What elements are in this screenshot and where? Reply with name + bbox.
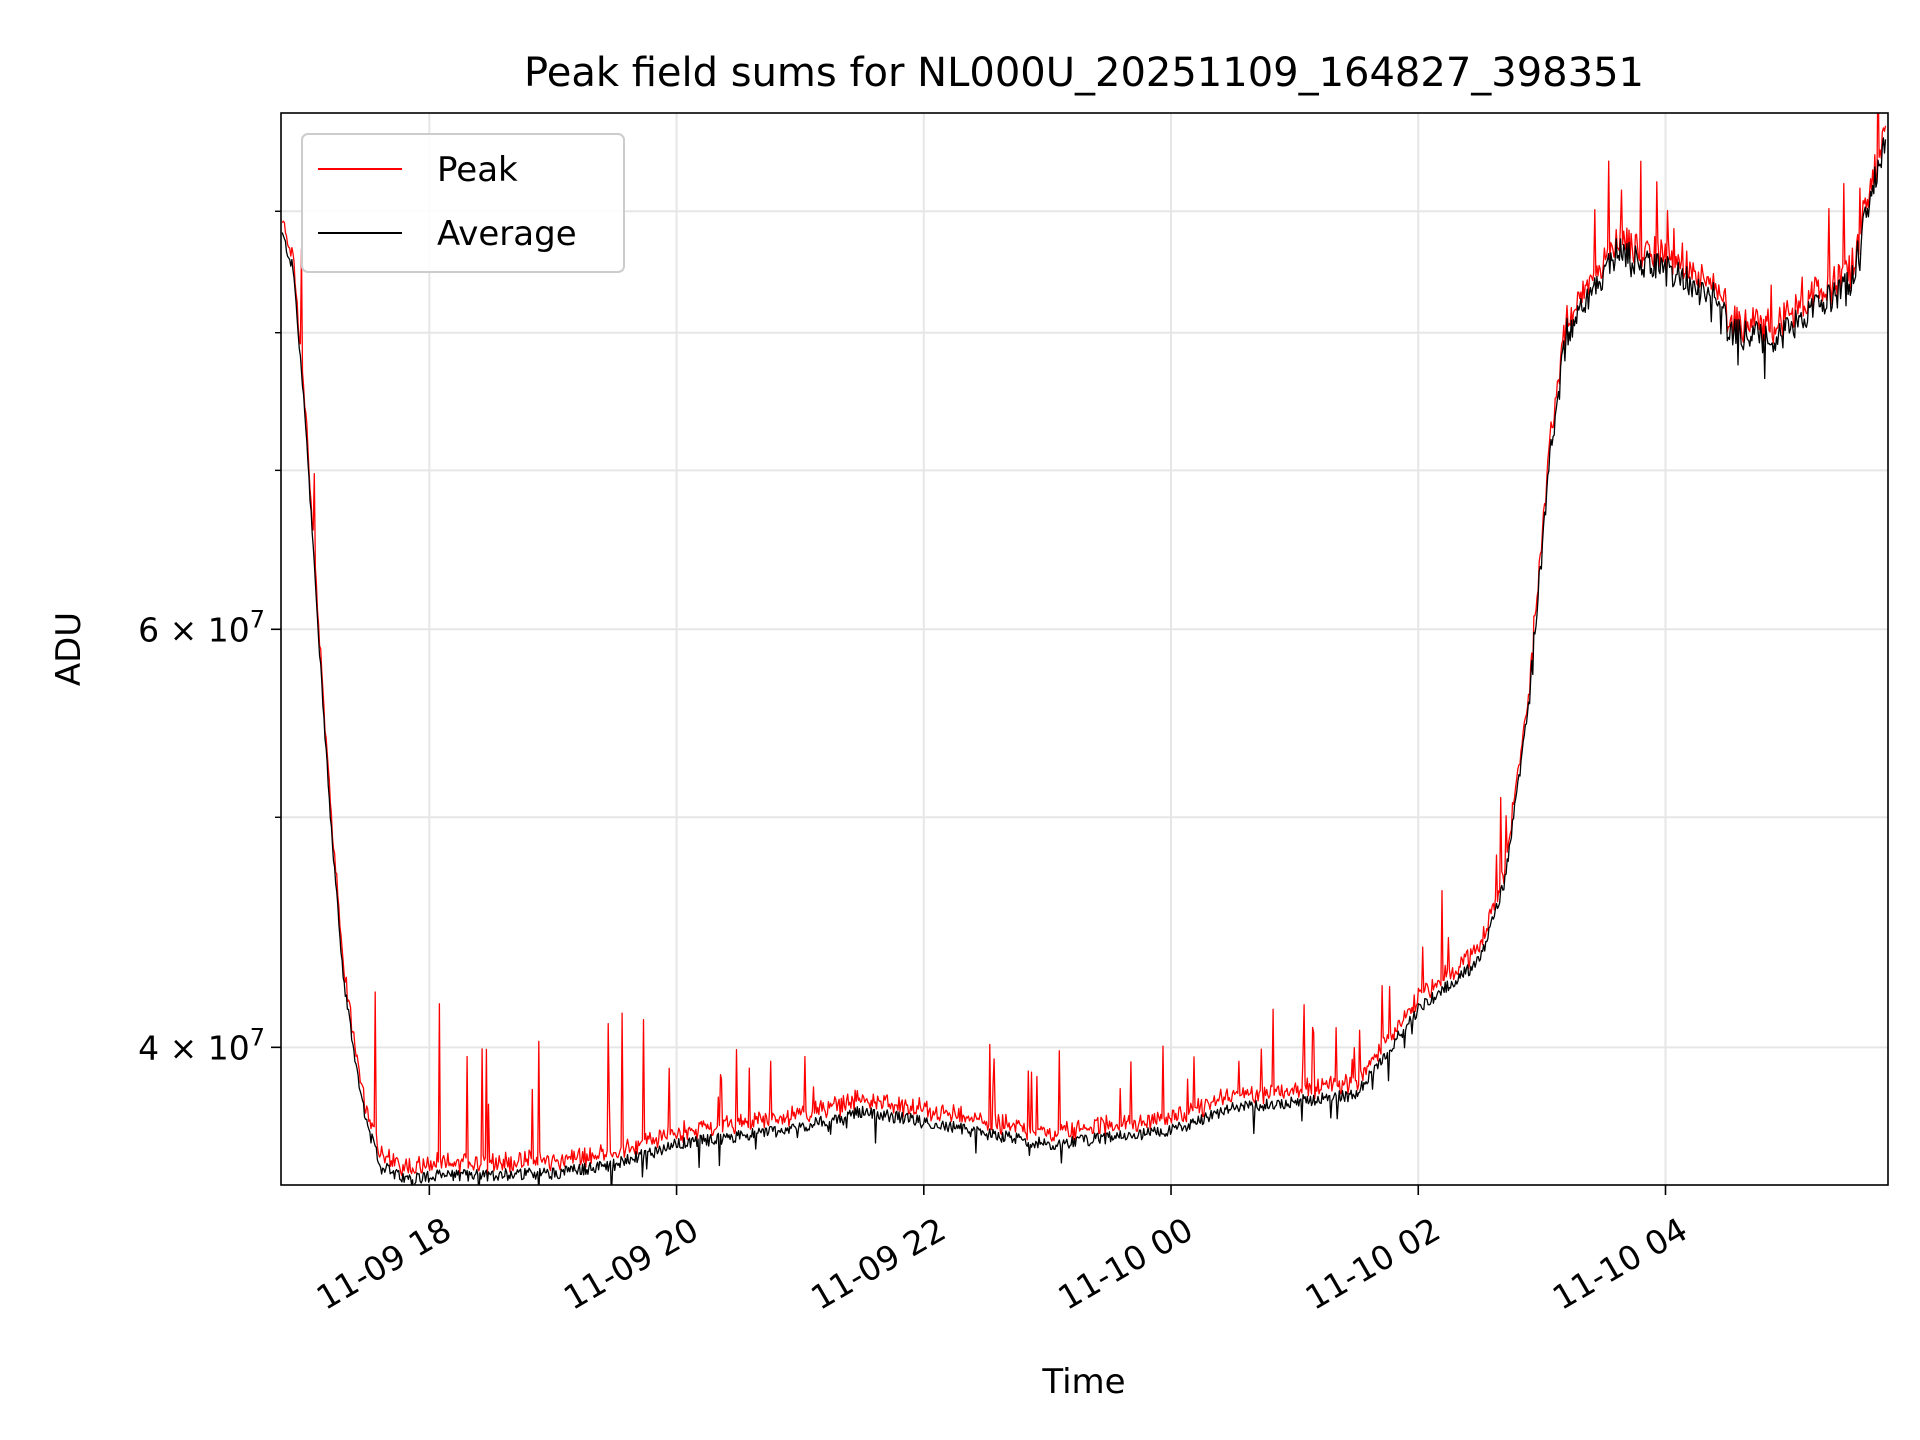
plot-frame <box>280 112 1889 1186</box>
series-layer <box>281 113 1887 1185</box>
legend-label-peak: Peak <box>437 150 518 190</box>
series-average-line <box>281 137 1887 1185</box>
y-axis-label: ADU <box>49 612 89 686</box>
legend: Peak Average <box>301 133 625 273</box>
y-tick-label: 4 × 107 <box>138 1023 265 1067</box>
series-peak-line <box>281 113 1887 1177</box>
x-axis-label: Time <box>1041 1362 1125 1402</box>
legend-label-average: Average <box>437 214 577 254</box>
chart-title: Peak field sums for NL000U_20251109_1648… <box>524 50 1644 96</box>
y-tick-label: 6 × 107 <box>138 605 265 649</box>
